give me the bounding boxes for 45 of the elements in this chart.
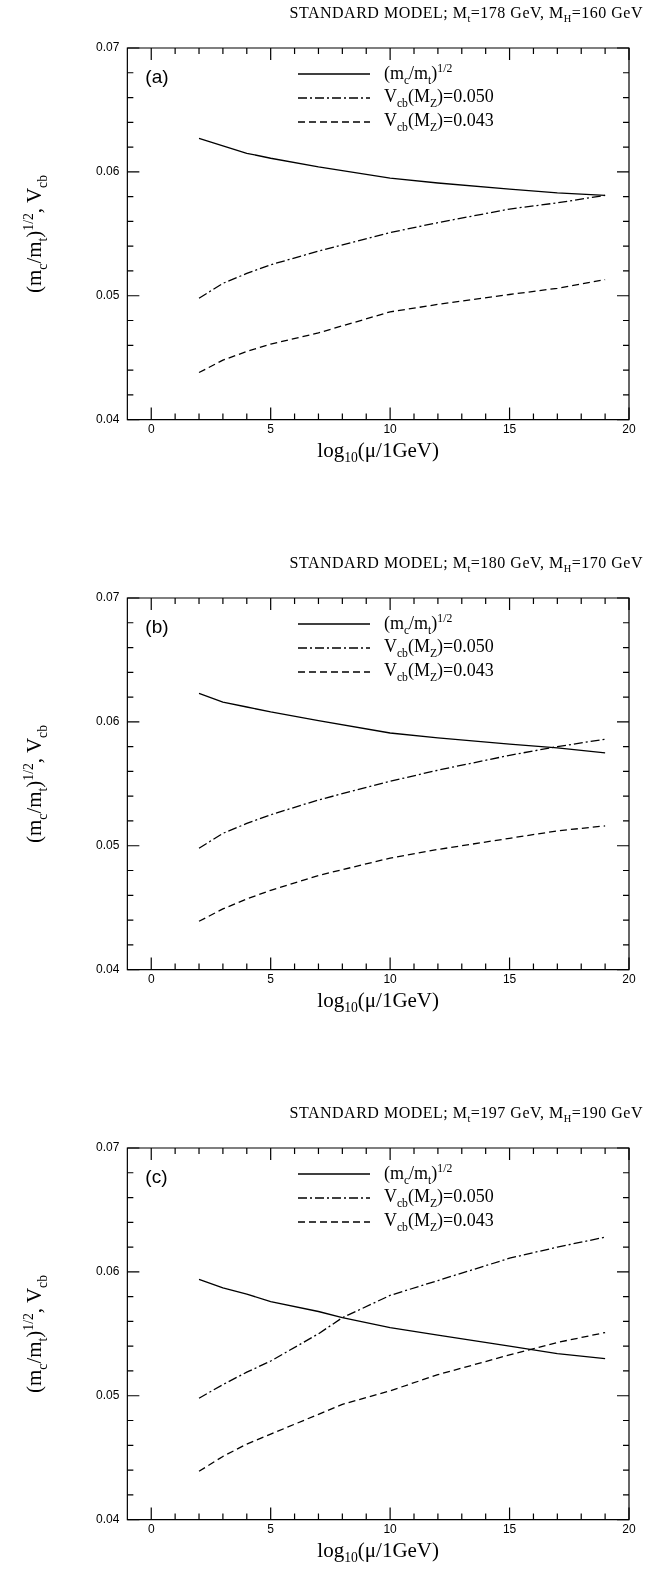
x-tick-label: 10 <box>383 972 398 987</box>
x-axis-title: log$_{10}$(μ/1GeV) <box>317 1538 440 1567</box>
x-tick-label: 10 <box>383 422 398 437</box>
y-tick-label: 0.05 <box>96 1388 120 1403</box>
y-tick-label: 0.06 <box>96 164 120 179</box>
x-tick-label: 15 <box>502 1522 517 1537</box>
annotation: (c) <box>145 1166 168 1188</box>
chart-title: STANDARD MODEL; M$_{t}$=180 GeV, M$_{H}$=170 GeV <box>289 554 643 575</box>
y-tick-label: 0.06 <box>96 714 120 729</box>
chart-title: STANDARD MODEL; M$_{t}$=178 GeV, M$_{H}$=160 GeV <box>289 4 643 25</box>
legend-label: V$_{cb}$(M$_{Z}$)=0.043 <box>383 110 494 134</box>
annotation: (b) <box>145 616 169 638</box>
x-tick-label: 5 <box>267 1522 275 1537</box>
x-tick-label: 0 <box>147 422 155 437</box>
x-tick-label: 20 <box>622 972 636 987</box>
y-tick-label: 0.05 <box>96 838 120 853</box>
annotation: (a) <box>145 66 169 88</box>
legend-label: V$_{cb}$(M$_{Z}$)=0.043 <box>383 1210 494 1234</box>
x-tick-label: 5 <box>267 422 275 437</box>
y-tick-label: 0.05 <box>96 288 120 303</box>
x-tick-label: 0 <box>147 1522 155 1537</box>
legend-label: V$_{cb}$(M$_{Z}$)=0.050 <box>383 86 494 110</box>
y-tick-label: 0.04 <box>96 1511 120 1526</box>
x-tick-label: 15 <box>502 422 517 437</box>
y-tick-label: 0.04 <box>96 961 120 976</box>
y-tick-label: 0.07 <box>96 590 120 605</box>
legend-label: (m$_{c}$/m$_{t}$)$^{1/2}$ <box>383 1161 453 1187</box>
legend-label: (m$_{c}$/m$_{t}$)$^{1/2}$ <box>383 61 453 87</box>
x-tick-label: 10 <box>383 1522 398 1537</box>
legend-label: V$_{cb}$(M$_{Z}$)=0.050 <box>383 1186 494 1210</box>
x-tick-label: 15 <box>502 972 517 987</box>
legend-label: V$_{cb}$(M$_{Z}$)=0.043 <box>383 660 494 684</box>
chart-title: STANDARD MODEL; M$_{t}$=197 GeV, M$_{H}$=190 GeV <box>289 1104 643 1125</box>
x-axis-title: log$_{10}$(μ/1GeV) <box>317 988 440 1017</box>
y-tick-label: 0.06 <box>96 1264 120 1279</box>
x-tick-label: 0 <box>147 972 155 987</box>
x-axis-title: log$_{10}$(μ/1GeV) <box>317 438 440 467</box>
y-tick-label: 0.04 <box>96 411 120 426</box>
x-tick-label: 20 <box>622 1522 636 1537</box>
x-tick-label: 5 <box>267 972 275 987</box>
legend-label: (m$_{c}$/m$_{t}$)$^{1/2}$ <box>383 611 453 637</box>
y-tick-label: 0.07 <box>96 40 120 55</box>
legend-label: V$_{cb}$(M$_{Z}$)=0.050 <box>383 636 494 660</box>
y-tick-label: 0.07 <box>96 1140 120 1155</box>
x-tick-label: 20 <box>622 422 636 437</box>
